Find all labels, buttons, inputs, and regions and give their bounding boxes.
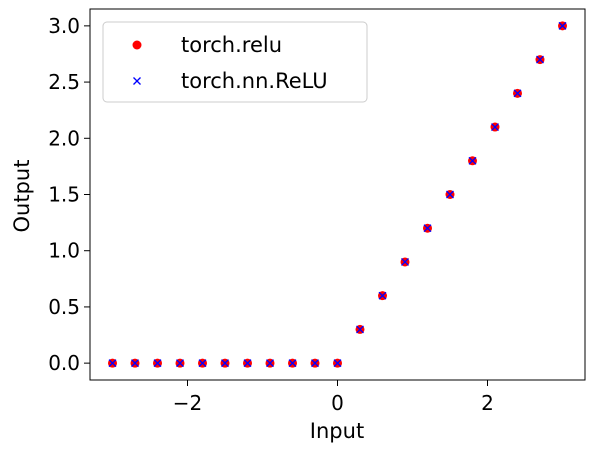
- plot-layer: [108, 21, 567, 368]
- data-point-x: [311, 359, 319, 368]
- data-point-x: [513, 89, 522, 98]
- y-tick-label: 3.0: [48, 14, 80, 38]
- data-point-x-stroke-b: [153, 359, 162, 368]
- data-point-x: [468, 156, 477, 165]
- data-point-x-stroke-b: [491, 123, 499, 132]
- data-point-x: [356, 325, 364, 334]
- data-point-x: [243, 359, 252, 368]
- y-tick-label: 1.5: [48, 183, 80, 207]
- data-point-x: [266, 359, 274, 368]
- y-tick-label: 2.0: [48, 126, 80, 150]
- data-point-x: [108, 359, 117, 368]
- data-point-x-stroke-b: [108, 359, 117, 368]
- data-point-x-stroke-b: [198, 359, 207, 368]
- data-point-x-stroke-b: [288, 359, 297, 368]
- data-point-x-stroke-b: [513, 89, 522, 98]
- data-point-x-stroke-b: [378, 291, 387, 300]
- data-point-x-stroke-b: [446, 190, 454, 199]
- x-tick-label: 0: [331, 391, 344, 415]
- data-point-x-stroke-b: [401, 257, 409, 266]
- legend-label-torch-relu: torch.relu: [181, 33, 282, 57]
- data-point-x-stroke-b: [266, 359, 274, 368]
- data-point-x-stroke-b: [536, 55, 544, 64]
- data-point-x: [221, 359, 229, 368]
- data-point-x: [176, 359, 184, 368]
- data-point-x-stroke-b: [311, 359, 319, 368]
- legend-label-torch-nn-relu: torch.nn.ReLU: [181, 69, 328, 93]
- data-point-x-stroke-b: [333, 359, 342, 368]
- y-tick-label: 1.0: [48, 239, 80, 263]
- data-point-x: [153, 359, 162, 368]
- data-point-x: [536, 55, 544, 64]
- data-point-x: [378, 291, 387, 300]
- data-point-x: [288, 359, 297, 368]
- data-point-x-stroke-b: [423, 224, 432, 233]
- data-point-x: [131, 359, 139, 368]
- data-point-x-stroke-b: [176, 359, 184, 368]
- legend-box: [102, 21, 368, 103]
- legend-x-marker: [133, 77, 141, 85]
- data-point-x: [401, 257, 409, 266]
- data-point-x: [558, 21, 567, 30]
- data-point-x-stroke-b: [558, 21, 567, 30]
- legend-marker-torch-relu: [132, 40, 142, 50]
- data-point-x: [198, 359, 207, 368]
- data-point-x-stroke-b: [131, 359, 139, 368]
- x-tick-label: −2: [173, 391, 202, 415]
- x-axis-ticks: −2 0 2: [173, 380, 494, 415]
- data-point-x-stroke-b: [243, 359, 252, 368]
- data-point-x: [446, 190, 454, 199]
- y-tick-label: 0.5: [48, 295, 80, 319]
- y-axis-ticks: 0.0 0.5 1.0 1.5 2.0 2.5 3.0: [48, 14, 90, 375]
- y-tick-label: 0.0: [48, 351, 80, 375]
- data-point-x-stroke-b: [468, 156, 477, 165]
- series-1: [108, 21, 567, 368]
- legend-marker-torch-nn-relu: [133, 77, 141, 85]
- data-point-x: [491, 123, 499, 132]
- x-axis-label: Input: [310, 419, 364, 443]
- legend-x-marker-stroke-b: [133, 77, 141, 85]
- data-point-x-stroke-b: [221, 359, 229, 368]
- legend-circle-marker: [132, 40, 142, 50]
- x-tick-label: 2: [481, 391, 494, 415]
- data-point-x: [423, 224, 432, 233]
- data-point-x: [333, 359, 342, 368]
- y-tick-label: 2.5: [48, 70, 80, 94]
- data-point-x-stroke-b: [356, 325, 364, 334]
- y-axis-label: Output: [10, 160, 34, 233]
- legend: torch.relu torch.nn.ReLU: [102, 21, 368, 103]
